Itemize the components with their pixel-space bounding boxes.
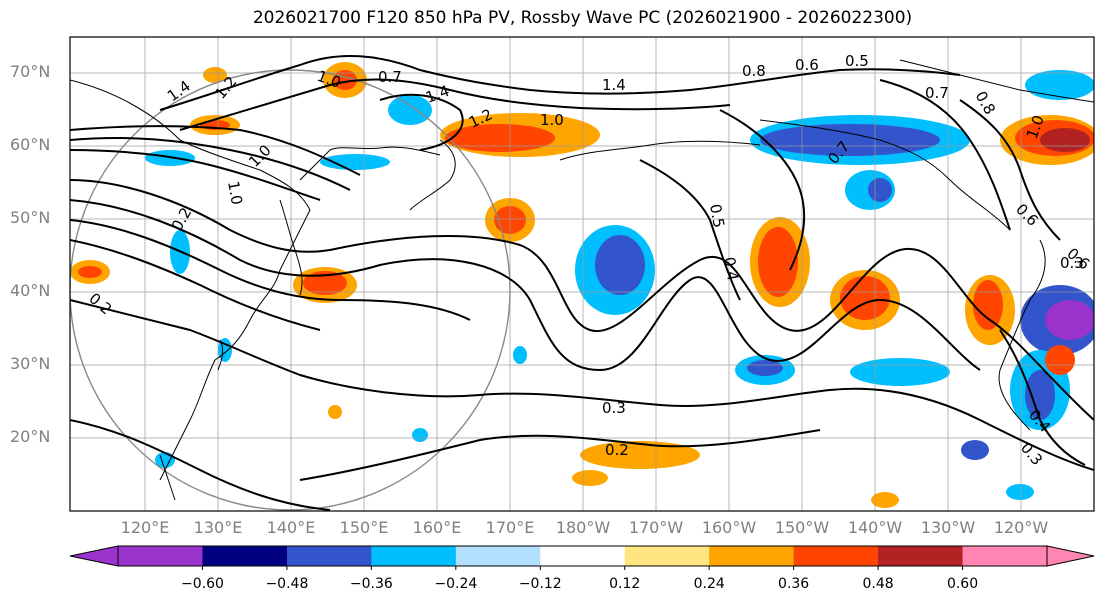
lat-label: 20°N xyxy=(10,427,51,446)
contour-label: 0.7 xyxy=(378,68,402,86)
contour-label: 0.2 xyxy=(605,441,629,459)
lon-label: 150°E xyxy=(339,518,389,537)
lat-label: 30°N xyxy=(10,354,51,373)
colorbar-tick-label: −0.48 xyxy=(265,576,309,592)
contour-label: 0.6 xyxy=(1012,200,1042,230)
lon-label: 180°W xyxy=(555,518,611,537)
lon-label: 160°W xyxy=(701,518,757,537)
colorbar-swatch xyxy=(202,546,288,566)
colorbar-tick-label: 0.12 xyxy=(609,576,641,592)
colorbar-tick-label: −0.36 xyxy=(349,576,393,592)
colorbar-swatch xyxy=(118,546,203,566)
lon-label: 130°W xyxy=(920,518,976,537)
contour-label: 0.5 xyxy=(706,203,728,230)
colorbar-tick-label: 0.60 xyxy=(946,576,979,592)
colorbar-extend-min xyxy=(69,545,119,567)
lon-label: 120°E xyxy=(120,518,170,537)
lon-label: 160°E xyxy=(412,518,462,537)
contour-label: 0.5 xyxy=(845,52,869,70)
colorbar-tick-label: −0.12 xyxy=(518,576,562,592)
lon-label: 140°E xyxy=(266,518,316,537)
contour-label: 0.6 xyxy=(795,56,819,74)
colorbar-swatch xyxy=(793,546,879,566)
colorbar-outline xyxy=(117,545,1048,567)
lat-label: 60°N xyxy=(10,135,51,154)
map-frame xyxy=(69,36,1095,512)
contour-label: 1.4 xyxy=(602,76,626,94)
anomaly-shading xyxy=(70,62,1094,508)
colorbar-tick-label: 0.36 xyxy=(778,576,810,592)
lon-label: 140°W xyxy=(847,518,903,537)
colorbar-tick-label: 0.24 xyxy=(693,576,725,592)
colorbar-swatch xyxy=(540,546,626,566)
contour-label: 0.2 xyxy=(85,289,115,318)
colorbar-swatch xyxy=(624,546,710,566)
lon-label: 170°E xyxy=(485,518,535,537)
contour-label: 1.0 xyxy=(224,180,246,207)
contour-label: 1.0 xyxy=(540,111,564,129)
pv-contours xyxy=(70,54,1094,511)
lon-label: 170°W xyxy=(628,518,684,537)
contour-label: 0.8 xyxy=(972,88,1000,118)
map-title: 2026021700 F120 850 hPa PV, Rossby Wave … xyxy=(252,8,913,28)
colorbar-swatch xyxy=(455,546,541,566)
colorbar-tick-label: 0.48 xyxy=(862,576,894,592)
lon-label: 150°W xyxy=(774,518,830,537)
lon-label: 130°E xyxy=(193,518,243,537)
colorbar-swatch xyxy=(962,546,1048,566)
colorbar-swatch xyxy=(709,546,795,566)
lat-label: 70°N xyxy=(10,62,51,81)
colorbar-swatch xyxy=(371,546,457,566)
contour-label: 0.8 xyxy=(742,62,766,80)
lat-label: 40°N xyxy=(10,281,51,300)
colorbar-tick-label: −0.24 xyxy=(434,576,478,592)
colorbar-tick-label: −0.60 xyxy=(181,576,224,592)
coastlines xyxy=(70,59,1094,501)
contour-label: 0.3 xyxy=(1060,254,1084,272)
lat-label: 50°N xyxy=(10,208,51,227)
colorbar-swatch xyxy=(878,546,964,566)
region-circle xyxy=(70,69,511,511)
colorbar-swatch xyxy=(286,546,372,566)
colorbar xyxy=(69,545,1095,570)
contour-label: 0.4 xyxy=(720,256,742,283)
lon-label: 120°W xyxy=(993,518,1049,537)
contour-label: 0.3 xyxy=(602,399,626,417)
colorbar-extend-max xyxy=(1046,545,1095,567)
contour-label: 0.7 xyxy=(925,84,949,102)
